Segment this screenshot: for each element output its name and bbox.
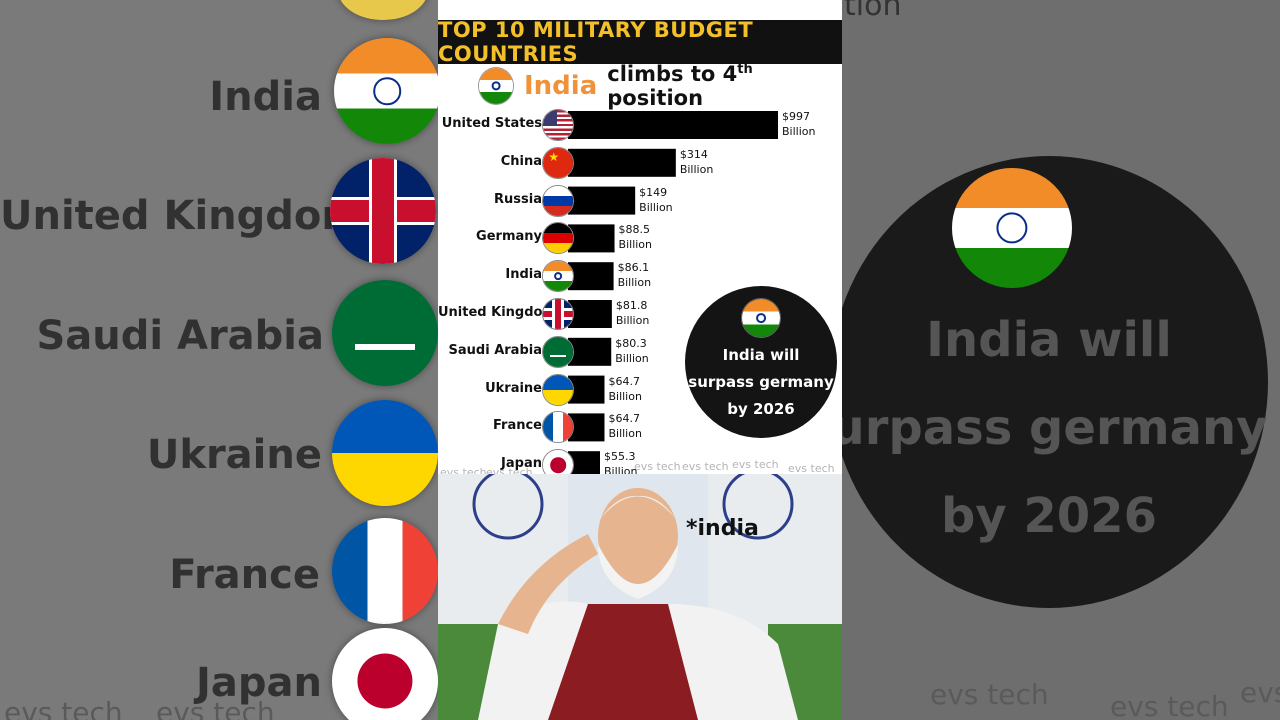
- value-label: $81.8 Billion: [615, 299, 650, 327]
- watermark: evs tech: [732, 458, 779, 471]
- background-right: tion India will urpass germany by 2026 e…: [842, 0, 1280, 720]
- france-flag-icon: [542, 411, 574, 444]
- photo-illustration: [438, 474, 842, 720]
- callout-circle: India will surpass germany by 2026: [685, 286, 837, 438]
- background-left: India United Kingdom Saudi Arabia Ukrain…: [0, 0, 438, 720]
- category-label: Saudi Arabia: [448, 342, 542, 358]
- leader-photo: *india: [438, 474, 842, 720]
- bar-russia: [568, 186, 636, 215]
- bg-watermark: evs tech: [930, 678, 1049, 711]
- headline: India climbs to 4th position: [478, 62, 842, 110]
- value-label: $314 Billion: [679, 147, 714, 176]
- india-flag-icon: [478, 67, 514, 105]
- category-label: United States: [441, 116, 542, 131]
- category-label: Ukraine: [485, 380, 542, 396]
- bar-japan: [568, 451, 600, 474]
- bg-dark-circle: India will urpass germany by 2026: [842, 156, 1268, 608]
- watermark: evs tech: [788, 462, 835, 475]
- category-label: Russia: [494, 191, 542, 207]
- watermark: evs tech: [682, 460, 729, 473]
- bar-germany: [568, 224, 615, 253]
- bg-line: India will: [926, 312, 1172, 368]
- bg-label-france: France: [169, 552, 320, 598]
- bg-watermark: evs tech: [4, 696, 123, 720]
- value-label: $86.1 Billion: [617, 261, 652, 290]
- russia-flag-icon: [542, 184, 574, 217]
- category-label: Germany: [476, 229, 542, 245]
- value-label: $149 Billion: [639, 185, 673, 214]
- value-label: $997 Billion: [782, 110, 816, 138]
- china-flag-icon: [542, 146, 574, 179]
- bar-india: [568, 262, 614, 291]
- category-label: China: [500, 153, 542, 169]
- bar-france: [568, 413, 605, 442]
- bar-chart: [568, 111, 778, 474]
- bar-china: [568, 148, 676, 177]
- bg-japan-flag-icon: [332, 628, 438, 720]
- bg-fragment-text: tion: [844, 0, 902, 23]
- bg-france-flag-icon: [332, 518, 438, 624]
- bg-watermark: evs tech: [156, 696, 275, 720]
- value-label: $88.5 Billion: [618, 223, 653, 252]
- saudi-arabia-flag-icon: [542, 335, 574, 368]
- bg-india-flag-icon: [334, 38, 438, 144]
- germany-flag-icon: [542, 222, 574, 255]
- bg-ukraine-flag-icon: [332, 400, 438, 506]
- bg-watermark: evs tech: [1110, 690, 1229, 720]
- bg-saudi-flag-icon: [332, 280, 438, 386]
- bar-saudi-arabia: [568, 337, 612, 366]
- bar-united-kingdom: [568, 300, 612, 328]
- bg-uk-flag-icon: [330, 158, 436, 264]
- callout-text: India will surpass germany by 2026: [688, 346, 834, 418]
- category-label: France: [492, 418, 542, 434]
- bg-label-uk: United Kingdom: [0, 193, 364, 239]
- us-flag-icon: [542, 109, 574, 141]
- value-label: $64.7 Billion: [608, 412, 642, 441]
- bar-united-states: [568, 111, 778, 139]
- bg-label-india: India: [209, 74, 322, 120]
- category-label: India: [505, 267, 542, 283]
- bg-line: by 2026: [941, 488, 1157, 544]
- bg-line: urpass germany: [842, 400, 1268, 456]
- india-flag-icon: [741, 298, 781, 338]
- uk-flag-icon: [542, 298, 574, 330]
- bg-circle-india-flag-icon: [952, 168, 1072, 288]
- india-flag-icon: [542, 260, 574, 293]
- watermark: evs tech: [634, 460, 681, 473]
- bg-watermark: evs tech: [1240, 676, 1280, 709]
- chart-title: TOP 10 MILITARY BUDGET COUNTRIES: [438, 18, 842, 66]
- ukraine-flag-icon: [542, 373, 574, 406]
- bg-label-japan: Japan: [196, 660, 322, 706]
- photo-caption: *india: [686, 516, 759, 541]
- bg-partial-circle: [338, 0, 428, 20]
- bg-label-ukraine: Ukraine: [146, 432, 322, 478]
- value-label: $80.3 Billion: [615, 336, 649, 365]
- bg-label-saudi: Saudi Arabia: [36, 313, 324, 359]
- category-label: Japan: [501, 456, 542, 472]
- category-label: United Kingdom: [438, 305, 557, 320]
- headline-highlight: India: [524, 71, 598, 101]
- chart-panel: TOP 10 MILITARY BUDGET COUNTRIES India c…: [438, 0, 842, 720]
- headline-text: climbs to 4th position: [607, 62, 753, 110]
- bar-ukraine: [568, 375, 605, 404]
- value-label: $64.7 Billion: [608, 374, 642, 403]
